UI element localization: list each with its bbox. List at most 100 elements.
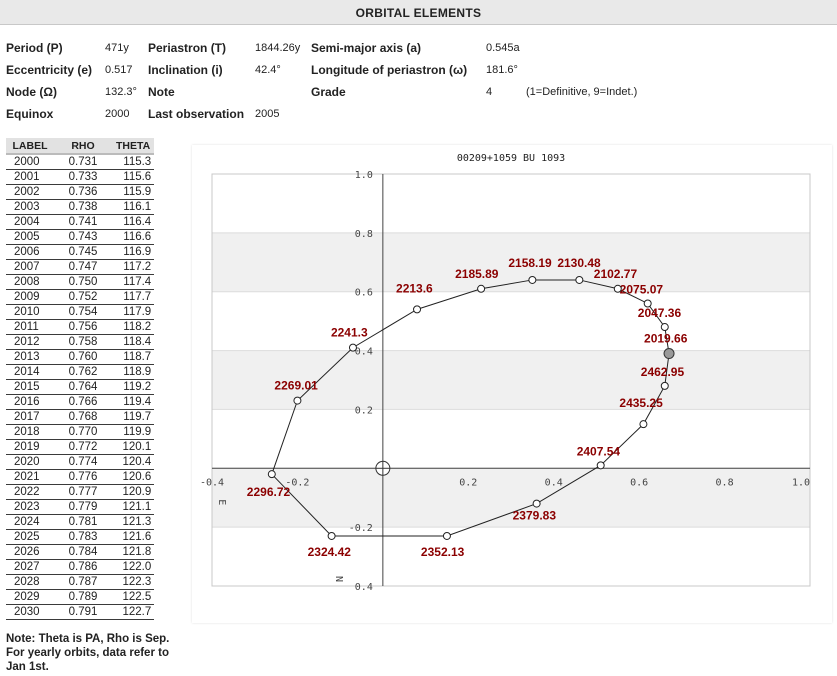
- grid-band: [212, 232, 810, 292]
- table-row: 2018 0.770 119.9: [6, 424, 155, 440]
- row-label: 2027: [6, 559, 54, 575]
- row-theta: 122.5: [112, 589, 155, 605]
- row-rho: 0.779: [54, 499, 112, 515]
- row-theta: 116.4: [112, 214, 155, 230]
- table-row: 2012 0.758 118.4: [6, 334, 155, 350]
- row-theta: 117.9: [112, 304, 155, 320]
- lastobs-value: 2005: [255, 108, 280, 120]
- row-label: 2025: [6, 529, 54, 545]
- row-theta: 116.6: [112, 229, 155, 245]
- table-row: 2028 0.787 122.3: [6, 574, 155, 590]
- table-row: 2009 0.752 117.7: [6, 289, 155, 305]
- row-theta: 115.6: [112, 169, 155, 185]
- row-rho: 0.750: [54, 274, 112, 290]
- x-tick-label: -0.4: [200, 477, 224, 488]
- table-row: 2019 0.772 120.1: [6, 439, 155, 455]
- row-label: 2030: [6, 604, 54, 620]
- point-label: 2019.66: [644, 332, 688, 346]
- row-rho: 0.791: [54, 604, 112, 620]
- y-tick-label: 0.4: [355, 582, 373, 593]
- orbit-point: [660, 381, 669, 390]
- orbit-point: [348, 343, 357, 352]
- row-rho: 0.745: [54, 244, 112, 260]
- orbit-point: [660, 323, 669, 332]
- row-rho: 0.741: [54, 214, 112, 230]
- y-tick-label: 0.4: [355, 347, 373, 358]
- row-rho: 0.762: [54, 364, 112, 380]
- column-header-rho: RHO: [54, 138, 112, 155]
- row-label: 2021: [6, 469, 54, 485]
- row-label: 2002: [6, 184, 54, 200]
- point-label: 2158.19: [508, 256, 552, 270]
- table-row: 2000 0.731 115.3: [6, 154, 155, 170]
- table-row: 2005 0.743 116.6: [6, 229, 155, 245]
- row-theta: 122.3: [112, 574, 155, 590]
- point-label: 2407.54: [577, 444, 621, 458]
- table-row: 2026 0.784 121.8: [6, 544, 155, 560]
- table-row: 2007 0.747 117.2: [6, 259, 155, 275]
- row-rho: 0.743: [54, 229, 112, 245]
- row-theta: 117.7: [112, 289, 155, 305]
- row-theta: 121.1: [112, 499, 155, 515]
- row-theta: 116.1: [112, 199, 155, 215]
- orbit-point: [532, 499, 541, 508]
- column-header-theta: THETA: [112, 138, 155, 155]
- row-rho: 0.733: [54, 169, 112, 185]
- node-value: 132.3°: [105, 86, 137, 98]
- y-tick-label: -0.2: [349, 523, 373, 534]
- point-label: 2102.77: [594, 267, 638, 281]
- table-row: 2017 0.768 119.7: [6, 409, 155, 425]
- grade-value: 4: [486, 86, 493, 98]
- table-row: 2011 0.756 118.2: [6, 319, 155, 335]
- table-row: 2027 0.786 122.0: [6, 559, 155, 575]
- plot-frame: [211, 173, 811, 587]
- chart-title: 00209+1059 BU 1093: [457, 153, 565, 164]
- x-tick-label: 0.6: [630, 477, 648, 488]
- table-row: 2029 0.789 122.5: [6, 589, 155, 605]
- y-tick-label: 1.0: [355, 170, 373, 181]
- orbit-point: [442, 531, 451, 540]
- row-theta: 118.2: [112, 319, 155, 335]
- row-theta: 122.7: [112, 604, 155, 620]
- table-row: 2013 0.760 118.7: [6, 349, 155, 365]
- grade-label: Grade: [311, 85, 346, 99]
- row-theta: 119.4: [112, 394, 155, 410]
- x-tick-label: 0.2: [459, 477, 477, 488]
- row-label: 2003: [6, 199, 54, 215]
- periastron-label: Periastron (T): [148, 41, 227, 55]
- row-rho: 0.731: [54, 154, 112, 170]
- x-tick-label: 0.4: [545, 477, 563, 488]
- row-label: 2009: [6, 289, 54, 305]
- orbit-point: [596, 461, 605, 470]
- orbit-point: [267, 470, 276, 479]
- row-label: 2019: [6, 439, 54, 455]
- table-row: 2010 0.754 117.9: [6, 304, 155, 320]
- periastron-value: 1844.26y: [255, 42, 301, 54]
- period-label: Period (P): [6, 41, 63, 55]
- row-label: 2026: [6, 544, 54, 560]
- row-label: 2007: [6, 259, 54, 275]
- point-label: 2213.6: [396, 281, 433, 295]
- row-rho: 0.783: [54, 529, 112, 545]
- point-label: 2185.89: [455, 267, 499, 281]
- longitude-label: Longitude of periastron (ω): [311, 63, 468, 77]
- row-label: 2023: [6, 499, 54, 515]
- row-rho: 0.768: [54, 409, 112, 425]
- table-row: 2016 0.766 119.4: [6, 394, 155, 410]
- row-theta: 115.3: [112, 154, 155, 170]
- row-label: 2018: [6, 424, 54, 440]
- row-theta: 121.8: [112, 544, 155, 560]
- orbit-chart-panel: 00209+1059 BU 1093 -0.4 -0.2 0.2 0.4 0.6 0.8 1.…: [192, 145, 832, 623]
- point-label: 2379.83: [513, 509, 557, 523]
- orbit-point: [639, 420, 648, 429]
- column-header-label: LABEL: [6, 138, 54, 155]
- row-rho: 0.752: [54, 289, 112, 305]
- table-row: 2006 0.745 116.9: [6, 244, 155, 260]
- y-tick-label: 0.8: [355, 229, 373, 240]
- table-row: 2024 0.781 121.3: [6, 514, 155, 530]
- longitude-value: 181.6°: [486, 64, 518, 76]
- row-label: 2024: [6, 514, 54, 530]
- x-tick-label: -0.2: [285, 477, 309, 488]
- row-theta: 120.9: [112, 484, 155, 500]
- row-theta: 121.6: [112, 529, 155, 545]
